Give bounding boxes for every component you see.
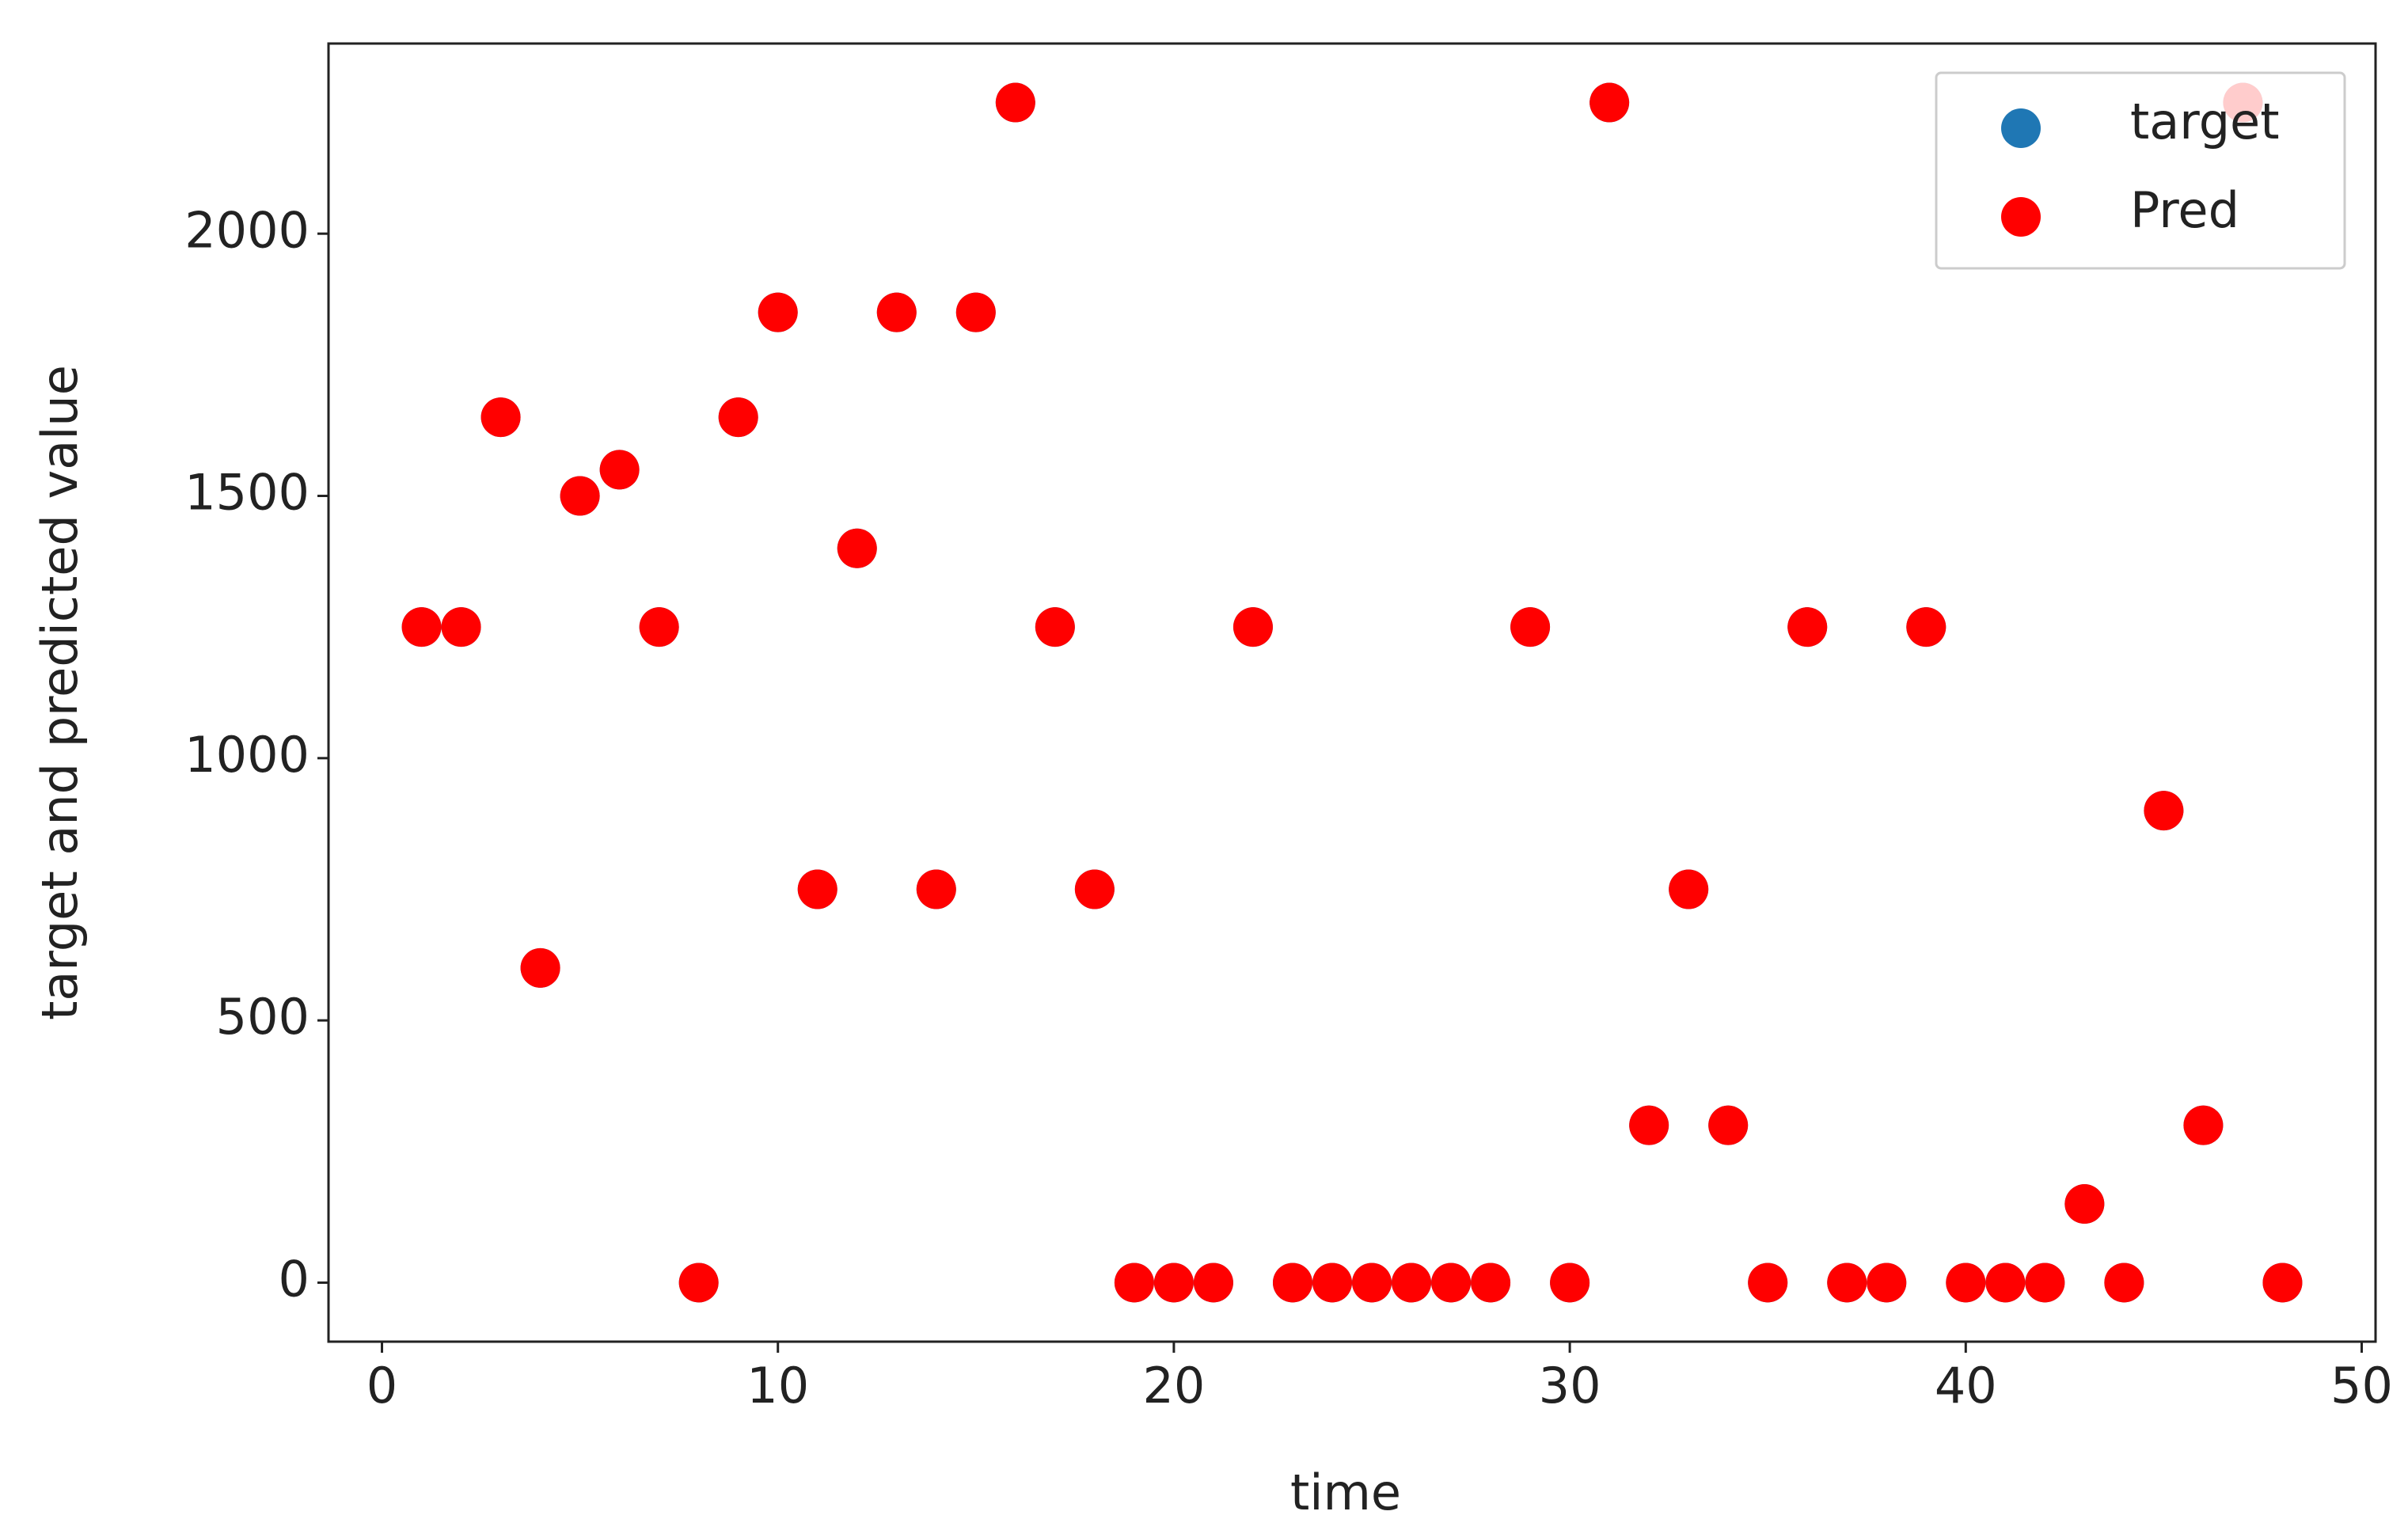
point xyxy=(2262,1263,2303,1303)
x-axis-label: time xyxy=(1290,1464,1401,1521)
point xyxy=(1352,1263,1392,1303)
point xyxy=(639,607,679,647)
point xyxy=(1510,607,1551,647)
point xyxy=(441,607,481,647)
point xyxy=(1312,1263,1352,1303)
point xyxy=(1193,1263,1233,1303)
legend-marker xyxy=(2001,197,2041,237)
point xyxy=(1708,1105,1749,1145)
point xyxy=(2183,1105,2224,1145)
point xyxy=(520,947,560,988)
point xyxy=(1035,607,1075,647)
point xyxy=(1629,1105,1669,1145)
point xyxy=(1471,1263,1511,1303)
point xyxy=(718,397,758,438)
point xyxy=(1748,1263,1788,1303)
legend-label: Pred xyxy=(2130,181,2239,239)
y-tick-label: 1500 xyxy=(184,464,310,522)
point xyxy=(837,528,877,568)
point xyxy=(1906,607,1947,647)
point xyxy=(1550,1263,1590,1303)
point xyxy=(1867,1263,1907,1303)
y-tick-label: 1000 xyxy=(184,726,310,784)
point xyxy=(995,82,1035,123)
point xyxy=(401,607,442,647)
point xyxy=(2144,791,2184,831)
y-tick-label: 2000 xyxy=(184,201,310,259)
point xyxy=(876,292,917,332)
point xyxy=(1985,1263,2026,1303)
point xyxy=(1272,1263,1312,1303)
legend-label: target xyxy=(2130,93,2280,150)
y-tick-label: 500 xyxy=(216,988,310,1046)
point xyxy=(1392,1263,1432,1303)
point xyxy=(916,869,956,909)
x-tick-label: 30 xyxy=(1539,1357,1601,1414)
point xyxy=(1590,82,1630,123)
x-tick-label: 0 xyxy=(367,1357,397,1414)
point xyxy=(955,292,996,332)
point xyxy=(1827,1263,1867,1303)
point xyxy=(560,476,600,516)
y-axis-label: target and predicted value xyxy=(31,365,89,1020)
point xyxy=(2064,1184,2105,1225)
point xyxy=(678,1263,719,1303)
point xyxy=(758,292,798,332)
x-tick-label: 20 xyxy=(1142,1357,1205,1414)
point xyxy=(1074,869,1115,909)
point xyxy=(1669,869,1709,909)
point xyxy=(1787,607,1828,647)
point xyxy=(1153,1263,1194,1303)
point xyxy=(599,450,640,490)
point xyxy=(1232,607,1273,647)
point xyxy=(1114,1263,1154,1303)
point xyxy=(480,397,521,438)
x-tick-label: 10 xyxy=(746,1357,809,1414)
plot-frame xyxy=(327,42,2377,1343)
x-tick-label: 40 xyxy=(1935,1357,1997,1414)
x-tick-label: 50 xyxy=(2330,1357,2393,1414)
legend-marker xyxy=(2001,108,2041,148)
legend: target Pred xyxy=(1935,71,2346,270)
point xyxy=(1431,1263,1472,1303)
point xyxy=(1946,1263,1986,1303)
point xyxy=(797,869,837,909)
y-tick-label: 0 xyxy=(279,1251,310,1308)
point xyxy=(2025,1263,2065,1303)
point xyxy=(2104,1263,2144,1303)
